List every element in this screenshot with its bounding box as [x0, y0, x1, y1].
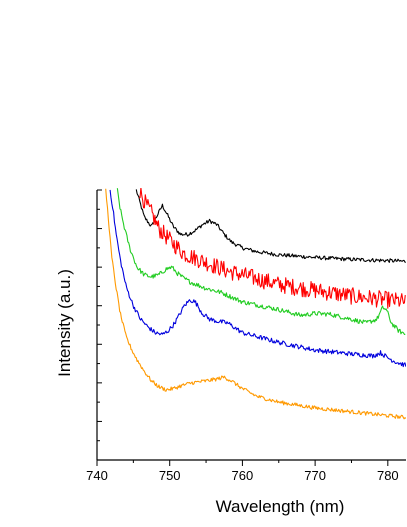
series-line-3: [116, 188, 406, 335]
series-line-1: [135, 189, 406, 263]
x-axis-label: Wavelength (nm): [216, 497, 345, 516]
x-tick-label-770: 770: [304, 468, 326, 483]
series-layer: [105, 188, 406, 420]
series-line-5: [105, 188, 406, 420]
x-tick-label-740: 740: [86, 468, 108, 483]
x-tick-label-760: 760: [232, 468, 254, 483]
x-tick-label-750: 750: [159, 468, 181, 483]
y-axis-label: Intensity (a.u.): [55, 269, 74, 377]
axes-layer: 740 750 760 770 780: [86, 189, 406, 483]
x-tick-label-780: 780: [377, 468, 399, 483]
series-line-2: [139, 188, 406, 309]
series-line-4: [109, 189, 406, 368]
